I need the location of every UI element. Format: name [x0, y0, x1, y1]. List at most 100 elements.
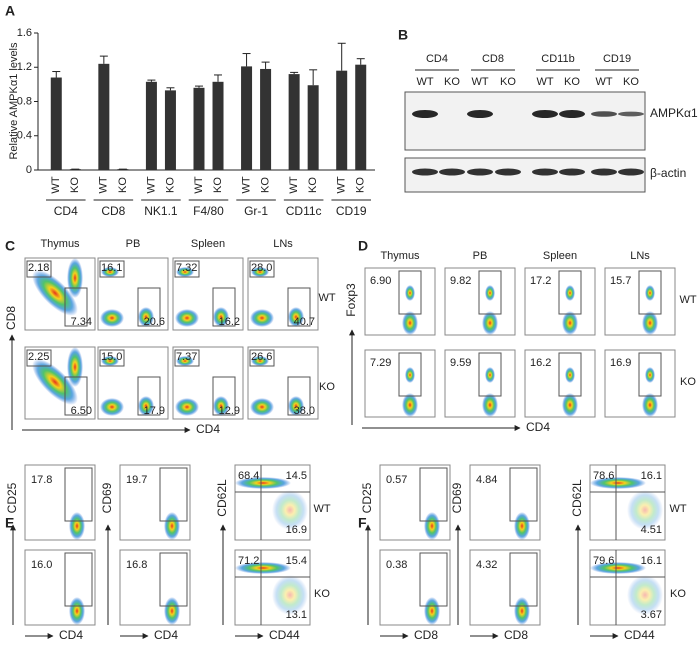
band [559, 110, 585, 118]
panel-label: B [398, 27, 408, 43]
cell-cloud [213, 307, 229, 327]
plot-frame [604, 349, 676, 418]
lane-label: KO [564, 76, 580, 88]
x-tick-label: WT [288, 176, 300, 193]
plot-frame [589, 464, 666, 541]
plot-frame [469, 549, 541, 626]
plot-frame [379, 549, 451, 626]
bar [288, 74, 300, 170]
column-label: LNs [273, 238, 293, 250]
x-axis-label: CD4 [154, 628, 178, 642]
cell-cloud [485, 285, 495, 301]
gate [26, 260, 52, 278]
lane-label: KO [444, 76, 460, 88]
cell-cloud [69, 512, 85, 540]
bar [260, 68, 272, 170]
bar [164, 90, 176, 170]
gate-value: 15.7 [610, 275, 631, 287]
plot-frame [604, 267, 676, 336]
blot-group: CD11b [541, 53, 574, 65]
gate-value: 16.1 [641, 555, 662, 567]
x-tick-label: WT [240, 176, 252, 193]
bar [50, 77, 62, 170]
gate-value: 16.9 [286, 524, 307, 536]
gate-value: 28.0 [251, 262, 272, 274]
y-axis-label: CD25 [360, 482, 374, 513]
column-label: LNs [630, 250, 650, 262]
group-label: CD19 [336, 204, 367, 218]
plot-frame [444, 349, 516, 418]
gate-value: 13.1 [286, 609, 307, 621]
group-label: CD8 [101, 204, 125, 218]
gate [249, 260, 275, 278]
lane-label: WT [595, 76, 612, 88]
lane-label: WT [416, 76, 433, 88]
cell-cloud [485, 367, 495, 383]
cell-cloud [482, 393, 498, 417]
gate-value: 16.2 [530, 357, 551, 369]
lane-label: KO [623, 76, 639, 88]
cell-cloud [213, 396, 229, 416]
cell-cloud [565, 285, 575, 301]
gate [419, 467, 448, 522]
cell-cloud [32, 270, 78, 316]
gate [419, 552, 448, 607]
cell-cloud [138, 307, 154, 327]
panel-label: F [358, 515, 367, 531]
band-label: β-actin [650, 166, 686, 180]
band [559, 168, 585, 176]
gate-value: 15.4 [286, 555, 307, 567]
row-label: WT [669, 503, 686, 515]
gate [212, 376, 236, 416]
gate-value: 16.2 [219, 316, 240, 328]
gate-value: 16.1 [641, 470, 662, 482]
cell-cloud [565, 367, 575, 383]
y-axis-label: CD62L [570, 479, 584, 517]
band [412, 168, 438, 176]
plot-frame [172, 346, 244, 420]
gate [509, 552, 538, 607]
column-label: PB [126, 238, 141, 250]
plot-frame [24, 549, 96, 626]
gate [638, 352, 662, 397]
cell-cloud [405, 285, 415, 301]
gate [478, 270, 502, 315]
cell-cloud [251, 356, 269, 366]
gate [64, 287, 88, 327]
gate-value: 26.6 [251, 351, 272, 363]
gate [99, 349, 125, 367]
plot-frame [589, 549, 666, 626]
x-tick-label: KO [307, 177, 319, 193]
cell-cloud [402, 311, 418, 335]
x-tick-label: WT [50, 176, 62, 193]
y-tick-label: 1.6 [17, 27, 32, 39]
cell-cloud [235, 477, 291, 489]
bar [193, 87, 205, 170]
gate-value: 17.9 [144, 405, 165, 417]
plot-frame [119, 549, 191, 626]
x-axis-label: CD4 [196, 422, 220, 436]
blot-frame [404, 91, 646, 151]
gate [64, 376, 88, 416]
group-label: NK1.1 [144, 204, 178, 218]
cell-cloud [272, 575, 308, 615]
gate [26, 349, 52, 367]
gate [398, 270, 422, 315]
gate-value: 12.9 [219, 405, 240, 417]
bar [241, 66, 253, 170]
plot-frame [172, 257, 244, 331]
gate-value: 15.0 [101, 351, 122, 363]
row-label: KO [314, 588, 330, 600]
plot-frame [444, 267, 516, 336]
x-tick-label: KO [212, 177, 224, 193]
y-axis-label: CD69 [450, 482, 464, 513]
gate-value: 71.2 [238, 555, 259, 567]
x-axis-label: CD44 [624, 628, 655, 642]
cell-cloud [590, 562, 646, 574]
cell-cloud [250, 309, 274, 327]
gate [99, 260, 125, 278]
plot-frame [247, 257, 319, 331]
gate [249, 349, 275, 367]
bar [307, 85, 319, 170]
band [495, 168, 521, 176]
